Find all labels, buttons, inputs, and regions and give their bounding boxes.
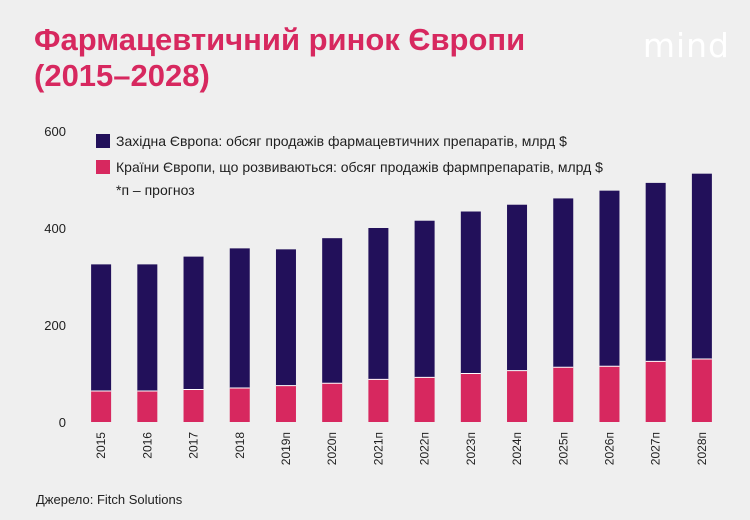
bar-western [645,182,666,362]
bar-emerging [414,377,435,422]
bar-emerging [91,390,112,422]
bar-emerging [229,388,250,422]
legend-item-emerging: Країни Європи, що розвиваються: обсяг пр… [96,154,603,180]
bar-emerging [322,383,343,422]
bar-western [414,220,435,378]
x-tick-label: 2023п [464,432,478,465]
y-tick-label: 400 [44,221,66,236]
x-tick-label: 2017 [187,432,201,459]
legend-label-western: Західна Європа: обсяг продажів фармацевт… [116,133,567,149]
bar-emerging [599,366,620,422]
y-tick-label: 200 [44,318,66,333]
x-tick-label: 2020п [325,432,339,465]
mind-logo: mind [642,26,730,65]
x-tick-label: 2021п [371,432,385,465]
bar-emerging [183,389,204,422]
y-tick-label: 600 [44,124,66,139]
legend-swatch-western [96,134,110,148]
bar-emerging [691,358,712,422]
bar-western [368,228,389,380]
legend-label-emerging: Країни Європи, що розвиваються: обсяг пр… [116,159,603,175]
forecast-note: *п – прогноз [116,182,195,198]
bar-western [599,190,620,367]
bar-western [137,264,158,391]
x-tick-label: 2015 [94,432,108,459]
y-tick-label: 0 [59,415,66,430]
x-tick-label: 2022п [418,432,432,465]
bar-western [553,198,574,368]
bar-western [691,173,712,359]
bar-western [322,238,343,384]
legend-item-western: Західна Європа: обсяг продажів фармацевт… [96,128,603,154]
bar-western [183,256,204,390]
bar-emerging [645,361,666,422]
bar-western [91,264,112,391]
bar-emerging [275,385,296,422]
x-tick-label: 2026п [602,432,616,465]
page-title: Фармацевтичний ринок Європи (2015–2028) [34,22,526,93]
bar-emerging [553,367,574,422]
source-note: Джерело: Fitch Solutions [36,492,183,507]
bar-western [507,204,528,371]
x-tick-label: 2025п [556,432,570,465]
bar-emerging [137,390,158,422]
x-tick-label: 2018 [233,432,247,459]
bar-western [229,248,250,389]
bar-western [460,211,481,374]
legend-swatch-emerging [96,160,110,174]
x-tick-label: 2016 [140,432,154,459]
x-tick-label: 2027п [649,432,663,465]
x-tick-label: 2019п [279,432,293,465]
bar-emerging [460,373,481,422]
bar-emerging [368,379,389,422]
bar-western [275,249,296,386]
bar-emerging [507,370,528,422]
x-tick-label: 2028п [695,432,709,465]
x-tick-label: 2024п [510,432,524,465]
chart-legend: Західна Європа: обсяг продажів фармацевт… [96,128,603,200]
